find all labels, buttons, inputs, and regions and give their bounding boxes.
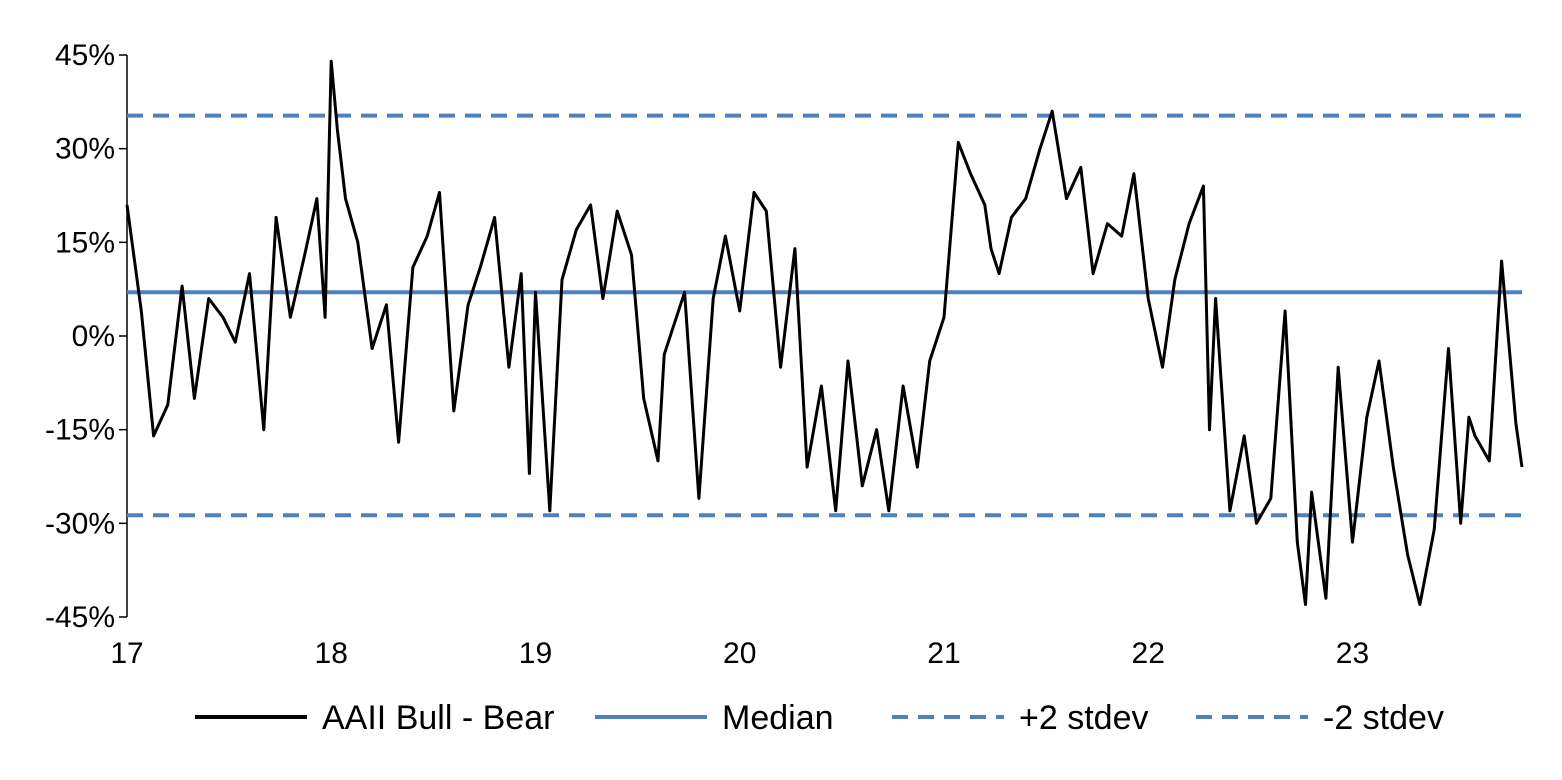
legend-label-plus2: +2 stdev [1019, 699, 1148, 737]
y-tick-label: 45% [55, 39, 115, 72]
x-tick-label: 19 [519, 637, 552, 670]
legend-label-bull_bear: AAII Bull - Bear [322, 699, 554, 737]
legend-label-median: Median [722, 699, 834, 737]
x-tick-label: 22 [1132, 637, 1165, 670]
x-tick-label: 20 [723, 637, 756, 670]
legend: AAII Bull - Bear Median +2 stdev -2 stdev [195, 699, 1444, 737]
series-line-bull_bear [125, 59, 1524, 606]
x-tick-label: 21 [927, 637, 960, 670]
y-tick-label: 0% [72, 320, 115, 353]
y-axis: 45% 30% 15% 0% -15% -30% -45% [45, 39, 128, 634]
x-axis: 17 18 19 20 21 22 23 [110, 637, 1369, 670]
legend-label-minus2: -2 stdev [1323, 699, 1444, 737]
y-tick-label: -30% [45, 507, 115, 540]
y-tick-label: -45% [45, 601, 115, 634]
x-tick-label: 17 [110, 637, 143, 670]
y-tick-label: -15% [45, 414, 115, 447]
y-tick-label: 15% [55, 226, 115, 259]
x-tick-label: 23 [1336, 637, 1369, 670]
x-tick-label: 18 [315, 637, 348, 670]
series-layer [125, 59, 1524, 606]
y-tick-label: 30% [55, 133, 115, 166]
